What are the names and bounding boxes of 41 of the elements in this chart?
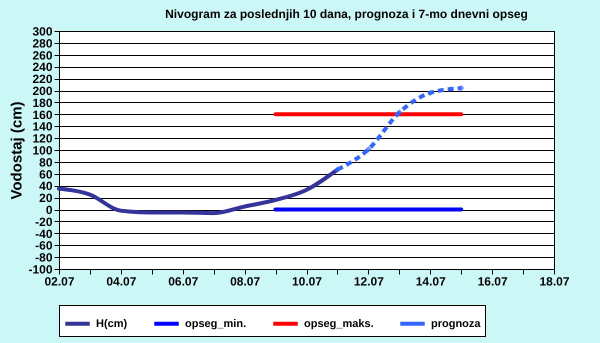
x-tick-label: 10.07: [292, 274, 322, 288]
y-tick-label: 80: [39, 155, 53, 170]
x-tick-label: 06.07: [168, 274, 199, 288]
legend-label: opseg_maks.: [304, 318, 374, 330]
x-tick-label: 18.07: [539, 274, 570, 288]
y-tick-label: 180: [32, 96, 53, 110]
y-tick-label: 240: [32, 60, 53, 74]
y-tick-label: -40: [35, 226, 53, 241]
y-tick-label: 140: [32, 120, 53, 134]
y-tick-label: -60: [35, 238, 53, 253]
legend-label: H(cm): [96, 318, 128, 330]
y-tick-label: 100: [32, 144, 53, 158]
x-tick-label: 14.07: [416, 274, 446, 288]
legend-label: opseg_min.: [185, 318, 246, 330]
point: [365, 146, 372, 153]
point: [396, 109, 402, 116]
point: [427, 90, 434, 96]
y-tick-label: 0: [46, 203, 53, 217]
x-tick-label: 02.07: [44, 274, 75, 288]
x-tick-label: 12.07: [354, 274, 384, 288]
y-tick-label: 20: [39, 191, 53, 206]
y-tick-label: -100: [28, 262, 53, 276]
x-tick-label: 04.07: [106, 274, 137, 288]
y-tick-label: -80: [35, 250, 53, 265]
y-tick-label: 120: [32, 132, 53, 146]
y-tick-label: 160: [32, 108, 53, 122]
y-tick-label: 60: [39, 167, 53, 182]
line-series: [57, 168, 340, 216]
chart-title: Nivogram za poslednjih 10 dana, prognoza i 7-mo dnevni opseg: [165, 7, 528, 21]
y-axis-title: Vodostaj (cm): [8, 101, 26, 200]
x-tick-label: 08.07: [230, 274, 260, 288]
y-tick-label: 220: [32, 72, 53, 86]
legend-label: prognoza: [431, 318, 482, 330]
y-tick-label: 40: [39, 179, 53, 194]
point: [334, 166, 341, 173]
y-tick-label: -20: [35, 214, 53, 229]
y-tick-label: 260: [32, 48, 53, 62]
x-tick-label: 16.07: [478, 274, 508, 288]
y-tick-label: 300: [32, 24, 53, 38]
y-tick-label: 200: [32, 84, 53, 98]
y-tick-label: 280: [32, 36, 53, 50]
